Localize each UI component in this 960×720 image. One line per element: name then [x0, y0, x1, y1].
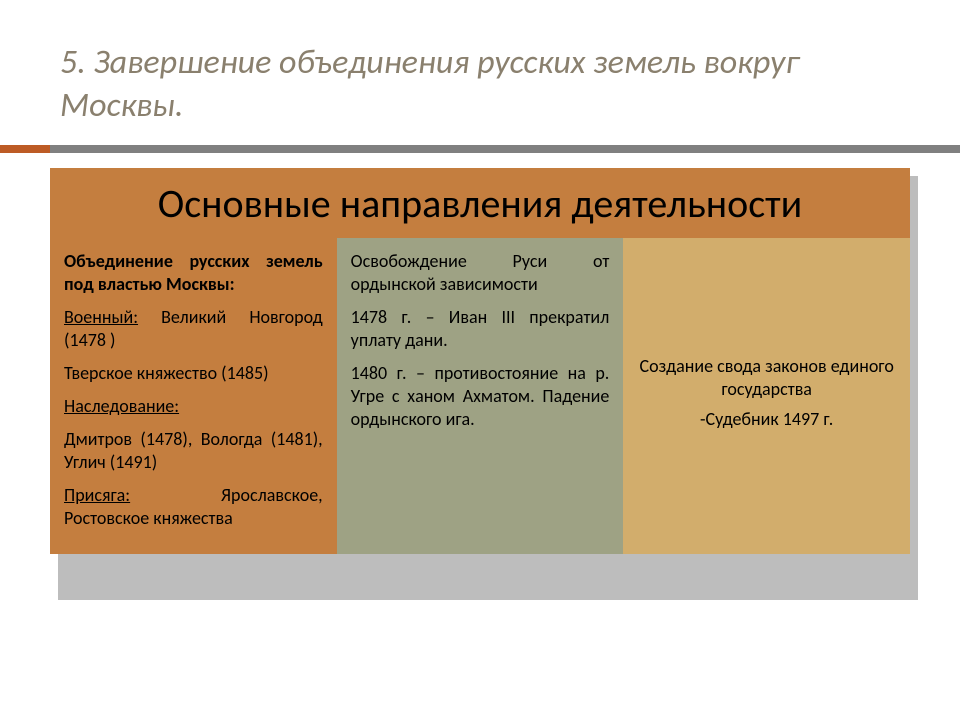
column-2: Освобождение Руси от ордынской зависимос… — [337, 238, 624, 554]
title-rule-accent — [0, 145, 50, 153]
slide-title: 5. Завершение объединения русских земель… — [60, 42, 910, 127]
col1-inherit-label: Наследование: — [64, 395, 179, 417]
col3-heading: Создание свода законов единого государст… — [637, 355, 896, 401]
content-panel: Основные направления деятельности Объеди… — [50, 168, 910, 554]
col2-1480: 1480 г. – противостояние на р. Угре с ха… — [351, 362, 610, 431]
col1-tver: Тверское княжество (1485) — [64, 362, 323, 385]
slide-title-area: 5. Завершение объединения русских земель… — [0, 0, 960, 145]
col2-1478: 1478 г. – Иван III прекратил уплату дани… — [351, 306, 610, 352]
col1-inherit: Наследование: — [64, 395, 323, 418]
slide-number: 5. — [60, 42, 86, 83]
col1-oath: Присяга: Ярославское, Ростовское княжест… — [64, 484, 323, 530]
slide-title-text: Завершение объединения русских земель во… — [60, 42, 799, 126]
col3-sudebnik: -Судебник 1497 г. — [700, 408, 833, 431]
panel-body: Объединение русских земель под властью М… — [50, 238, 910, 554]
col1-military: Военный: Великий Новгород (1478 ) — [64, 306, 323, 352]
col1-military-label: Военный: — [64, 306, 138, 328]
column-1: Объединение русских земель под властью М… — [50, 238, 337, 554]
panel-header: Основные направления деятельности — [50, 168, 910, 238]
title-rule-gray — [50, 145, 960, 153]
col1-inherit-list: Дмитров (1478), Вологда (1481), Углич (1… — [64, 428, 323, 474]
col2-heading: Освобождение Руси от ордынской зависимос… — [351, 250, 610, 296]
col1-heading: Объединение русских земель под властью М… — [64, 250, 323, 296]
col1-oath-label: Присяга: — [64, 484, 130, 506]
title-rule — [0, 145, 960, 153]
content-panel-wrap: Основные направления деятельности Объеди… — [50, 168, 910, 554]
column-3: Создание свода законов единого государст… — [623, 238, 910, 554]
